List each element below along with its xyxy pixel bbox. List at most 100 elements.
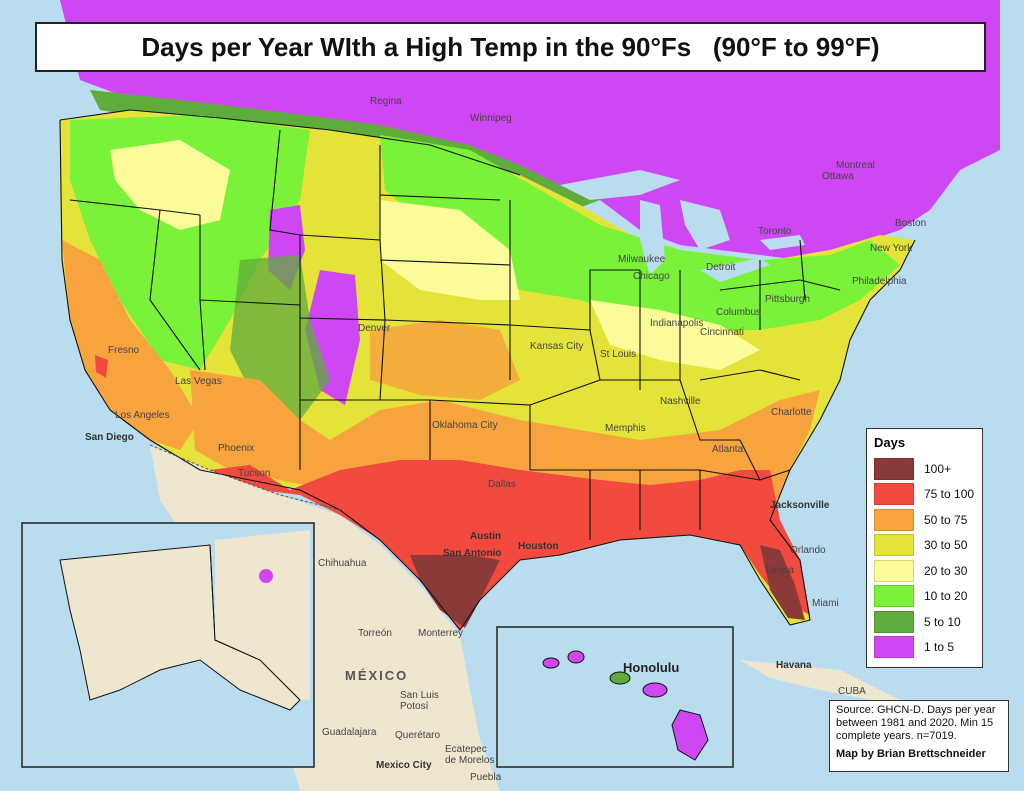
label-ottawa: Ottawa [822,171,854,182]
mexico-border [149,444,341,511]
lake-superior [560,170,680,200]
plains-orange [370,320,520,400]
legend-title: Days [874,435,906,450]
label-denver: Denver [358,323,391,334]
legend: Days 100+ 75 to 100 50 to 75 30 to 50 20 to … [866,428,983,668]
legend-swatch [874,559,914,582]
label-fresno: Fresno [108,345,140,356]
map-title-box: Days per Year WIth a High Temp in the 90… [35,22,986,72]
label-miami: Miami [812,598,839,609]
label-queretaro: Querétaro [395,730,441,741]
legend-item: 75 to 100 [874,482,975,508]
label-honolulu: Honolulu [623,660,680,675]
label-boston: Boston [895,218,927,229]
label-chihuahua: Chihuahua [318,558,367,569]
cuba-landmass [740,660,900,700]
label-oklahoma-city: Oklahoma City [432,420,498,431]
label-ecatepec: Ecatepec de Morelos [445,744,495,766]
label-kansas-city: Kansas City [530,341,584,352]
great-lakes-pale [590,300,760,370]
alaska-canada-land [215,530,310,700]
source-box: Source: GHCN-D. Days per year between 19… [829,700,1009,772]
california-orange [62,240,200,450]
legend-rows: 100+ 75 to 100 50 to 75 30 to 50 20 to 30 10 … [874,456,975,660]
label-tucson: Tucson [238,468,271,479]
legend-label: 50 to 75 [924,512,968,527]
legend-label: 10 to 20 [924,589,968,604]
source-text: Source: GHCN-D. Days per year between 19… [836,704,996,742]
label-montreal: Montreal [836,160,875,171]
plains-pale [380,200,520,300]
label-mexico: MÉXICO [345,668,409,683]
label-jacksonville: Jacksonville [770,500,830,511]
label-san-antonio: San Antonio [443,548,502,559]
state-borders [59,109,916,631]
legend-label: 100+ [924,461,952,476]
label-los-angeles: Los Angeles [115,410,170,421]
label-havana: Havana [776,660,812,671]
alaska-data-dot [259,569,273,583]
kauai-island [542,657,560,669]
oahu-island [567,650,585,664]
label-new-york: New York [870,243,913,254]
label-st-louis: St Louis [600,349,637,360]
label-san-diego: San Diego [85,432,134,443]
legend-label: 5 to 10 [924,614,961,629]
central-valley-red [95,355,108,378]
label-atlanta: Atlanta [712,444,744,455]
lake-huron [680,200,730,250]
label-austin: Austin [470,531,502,542]
label-tampa: Tampa [764,565,795,576]
label-cuba: CUBA [838,686,866,697]
alaska-border [209,544,301,701]
maui-island [642,682,668,698]
map-title: Days per Year WIth a High Temp in the 90… [141,31,880,62]
rockies-green [230,255,330,420]
label-puebla: Puebla [470,772,502,783]
label-winnipeg: Winnipeg [470,113,512,124]
label-phoenix: Phoenix [218,443,255,454]
label-monterrey: Monterrey [418,628,464,639]
legend-swatch [874,508,914,531]
label-cincinnati: Cincinnati [700,327,744,338]
legend-item: 5 to 10 [874,609,975,635]
label-columbus: Columbus [716,307,762,318]
legend-item: 100+ [874,456,975,482]
molokai-island [609,671,631,685]
legend-item: 30 to 50 [874,533,975,559]
label-dallas: Dallas [488,479,516,490]
label-las-vegas: Las Vegas [175,376,222,387]
lake-michigan [640,200,665,275]
label-pittsburgh: Pittsburgh [765,294,811,305]
label-houston: Houston [518,541,559,552]
label-chicago: Chicago [633,271,670,282]
legend-swatch [874,483,914,506]
south-texas-brown [410,555,500,628]
legend-item: 1 to 5 [874,635,975,661]
label-regina: Regina [370,96,402,107]
legend-item: 20 to 30 [874,558,975,584]
legend-label: 75 to 100 [924,487,975,502]
legend-swatch [874,457,914,480]
label-guadalajara: Guadalajara [322,727,377,738]
label-san-luis-potosi: San Luis Potosí [400,690,439,712]
credit-text: Map by Brian Brettschneider [836,748,986,760]
label-toronto: Toronto [758,226,792,237]
label-indianapolis: Indianapolis [650,318,704,329]
legend-label: 1 to 5 [924,640,955,655]
legend-label: 20 to 30 [924,563,968,578]
legend-swatch [874,534,914,557]
label-mexico-city: Mexico City [376,760,432,771]
label-nashville: Nashville [660,396,701,407]
label-orlando: Orlando [790,545,826,556]
florida-brown [760,545,805,620]
legend-label: 30 to 50 [924,538,968,553]
south-red [210,460,810,630]
lake-erie [700,258,770,282]
label-charlotte: Charlotte [771,407,812,418]
legend-item: 50 to 75 [874,507,975,533]
label-philadelphia: Philadelphia [852,276,907,287]
big-island [671,709,709,761]
label-milwaukee: Milwaukee [618,254,666,265]
